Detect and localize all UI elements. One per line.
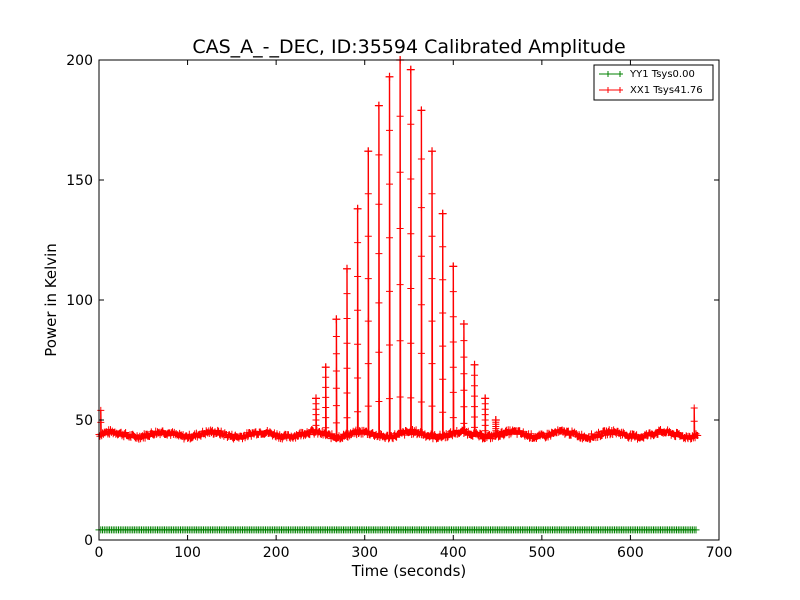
peak-point	[491, 416, 500, 424]
series-xx1-line	[98, 59, 699, 442]
y-tick-label: 150	[66, 173, 93, 189]
x-tick-label: 0	[95, 545, 104, 561]
peak-point	[470, 360, 479, 369]
x-tick-label: 400	[440, 545, 467, 561]
x-axis: 0 100 200 300 400 500 600 700	[95, 60, 733, 561]
legend-box	[593, 64, 714, 101]
chart-title: CAS_A_-_DEC, ID:35594 Calibrated Amplitu…	[192, 36, 625, 58]
y-axis: 0 50 100 150 200	[66, 53, 719, 549]
legend-marker-xx1	[605, 87, 623, 93]
peak-point	[438, 209, 447, 218]
peak-point	[374, 101, 383, 110]
x-axis-label: Time (seconds)	[351, 562, 467, 580]
series-xx1-markers	[95, 56, 702, 443]
x-tick-label: 600	[617, 545, 644, 561]
peak-point	[364, 147, 373, 156]
peak-point	[481, 394, 490, 403]
x-tick-label: 200	[263, 545, 290, 561]
peak-point	[332, 315, 341, 324]
x-tick-label: 500	[528, 545, 555, 561]
y-tick-label: 200	[66, 53, 93, 69]
peak-point	[428, 147, 437, 156]
peak-point	[385, 72, 394, 81]
peak-point	[417, 106, 426, 115]
peak-point	[353, 204, 362, 213]
plot-area	[95, 56, 702, 534]
y-tick-label: 0	[84, 533, 93, 549]
plot-frame	[98, 59, 720, 541]
x-tick-label: 300	[351, 545, 378, 561]
peak-point	[321, 363, 330, 372]
x-tick-label: 700	[706, 545, 733, 561]
x-tick-label: 100	[174, 545, 201, 561]
legend: YY1 Tsys0.00 XX1 Tsys41.76	[593, 64, 714, 101]
peak-point	[312, 394, 320, 403]
legend-label-yy1: YY1 Tsys0.00	[629, 69, 695, 80]
legend-label-xx1: XX1 Tsys41.76	[630, 85, 703, 96]
peak-point	[459, 320, 468, 328]
peak-point	[406, 65, 415, 74]
series-yy1-markers	[95, 526, 700, 534]
peak-point	[449, 262, 458, 271]
y-tick-label: 50	[75, 413, 93, 429]
peak-point	[343, 264, 351, 273]
y-tick-label: 100	[66, 293, 93, 309]
y-axis-label: Power in Kelvin	[42, 243, 60, 357]
legend-marker-yy1	[605, 71, 623, 77]
